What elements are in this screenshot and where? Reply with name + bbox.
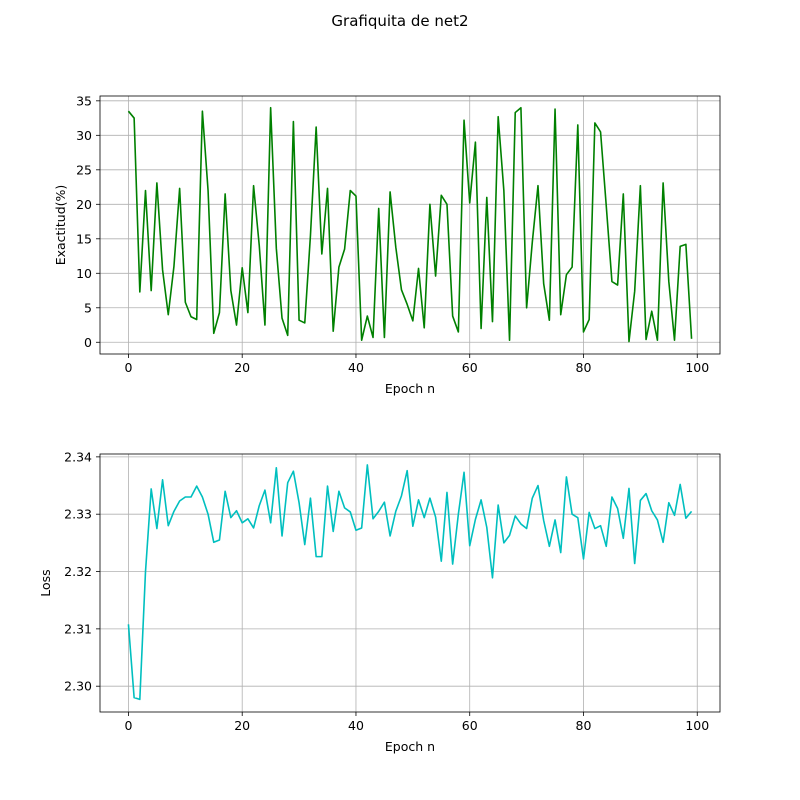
chart-1-y-tick-label: 20 <box>76 197 92 212</box>
chart-1-y-tick-label: 10 <box>76 266 92 281</box>
chart-1-x-tick-label: 100 <box>685 360 709 375</box>
chart-1-x-axis-label: Epoch n <box>385 381 435 396</box>
chart-2-y-tick-label: 2.33 <box>64 507 92 522</box>
chart-1-y-tick-label: 30 <box>76 128 92 143</box>
chart-1-x-tick-label: 60 <box>462 360 478 375</box>
chart-1-x-tick-label: 0 <box>124 360 132 375</box>
chart-1-y-tick-label: 5 <box>84 300 92 315</box>
chart-1-plot-frame <box>99 95 721 355</box>
chart-1-x-tick-label: 40 <box>348 360 364 375</box>
chart-1-y-tick-label: 25 <box>76 162 92 177</box>
chart-2-x-tick-label: 20 <box>234 718 250 733</box>
chart-1-y-axis-label: Exactitud(%) <box>53 185 68 266</box>
chart-2-x-tick-label: 60 <box>462 718 478 733</box>
chart-2-x-tick-label: 80 <box>576 718 592 733</box>
chart-2-plot-frame <box>99 453 721 713</box>
chart-2-series-line <box>127 464 693 701</box>
chart-2-y-tick-label: 2.32 <box>64 564 92 579</box>
figure-title: Grafiquita de net2 <box>331 12 469 30</box>
chart-1-y-tick-label: 0 <box>84 335 92 350</box>
chart-2-x-tick-label: 40 <box>348 718 364 733</box>
chart-1-x-tick-label: 80 <box>576 360 592 375</box>
chart-2-x-tick-label: 0 <box>124 718 132 733</box>
chart-1-y-tick-label: 15 <box>76 231 92 246</box>
chart-2-y-tick-label: 2.34 <box>64 449 92 464</box>
chart-1-x-tick-label: 20 <box>234 360 250 375</box>
chart-2-y-tick-label: 2.30 <box>64 679 92 694</box>
chart-1-series-line <box>127 106 693 343</box>
chart-2-y-axis-label: Loss <box>38 569 53 596</box>
chart-2-y-tick-label: 2.31 <box>64 621 92 636</box>
chart-2-x-tick-label: 100 <box>685 718 709 733</box>
chart-2-x-axis-label: Epoch n <box>385 739 435 754</box>
chart-1-y-tick-label: 35 <box>76 93 92 108</box>
